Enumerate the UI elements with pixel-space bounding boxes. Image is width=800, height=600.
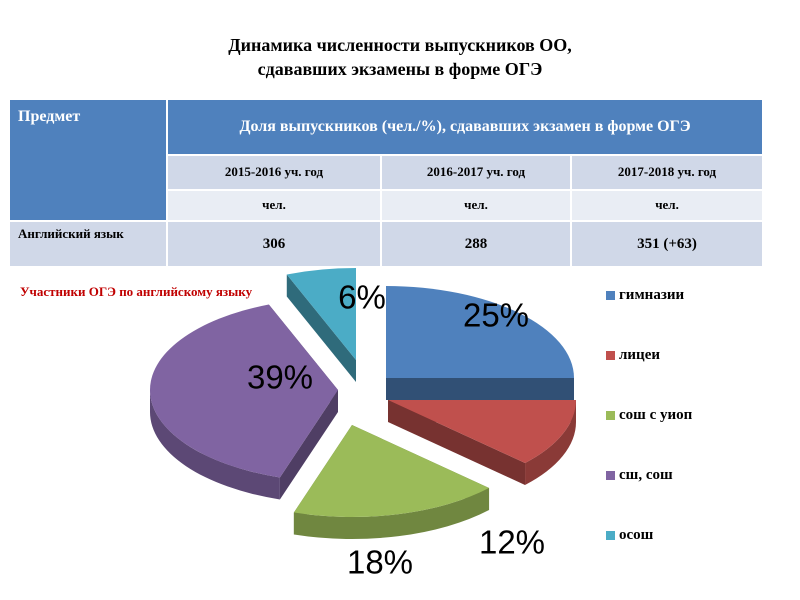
unit-cell-2: чел. xyxy=(380,188,572,223)
pie-slice-top-5 xyxy=(286,268,356,360)
pie-slice-top-1 xyxy=(386,286,574,378)
pie-slice-wall xyxy=(286,274,356,382)
legend-label: осош xyxy=(619,526,654,543)
subject-cell: Английский язык xyxy=(8,220,168,268)
page-title: Динамика численности выпускников ОО, сда… xyxy=(0,33,800,81)
legend-swatch xyxy=(606,530,615,540)
value-cell-1: 306 xyxy=(166,220,382,268)
unit-cell-3: чел. xyxy=(569,188,765,223)
legend-swatch xyxy=(606,290,615,300)
legend-swatch xyxy=(606,350,615,360)
page-title-line-1: Динамика численности выпускников ОО, xyxy=(228,35,572,55)
year-header-3: 2017-2018 уч. год xyxy=(569,153,765,191)
legend-label: сош с уиоп xyxy=(619,406,693,423)
data-label-5: 6% xyxy=(338,279,386,316)
data-label-4: 39% xyxy=(247,359,313,396)
share-header: Доля выпускников (чел./%), сдававших экз… xyxy=(165,98,765,156)
year-header-2: 2016-2017 уч. год xyxy=(380,153,572,191)
pie-slice-side xyxy=(525,400,576,485)
legend-label: лицеи xyxy=(619,346,661,363)
pie-slice-wall xyxy=(388,400,526,485)
pie-slice-top-4 xyxy=(150,304,338,478)
graduates-table: Предмет Доля выпускников (чел./%), сдава… xyxy=(8,98,765,268)
value-cell-3: 351 (+63) xyxy=(569,220,765,268)
legend-item: осош xyxy=(606,525,653,545)
subject-header: Предмет xyxy=(8,98,168,222)
data-label-1: 25% xyxy=(463,297,529,334)
legend-swatch xyxy=(606,410,615,420)
table-row: Английский язык 306 288 351 (+63) xyxy=(8,220,765,268)
legend-item: лицеи xyxy=(606,345,660,365)
legend-item: гимназии xyxy=(606,285,684,305)
legend-swatch xyxy=(606,470,615,480)
data-label-2: 12% xyxy=(479,524,545,561)
chart-title: Участники ОГЭ по английскому языку xyxy=(20,284,253,299)
pie-slice-wall xyxy=(386,378,574,400)
unit-cell-1: чел. xyxy=(166,188,382,223)
year-header-1: 2015-2016 уч. год xyxy=(166,153,382,191)
pie-slice-side xyxy=(150,390,280,500)
value-cell-2: 288 xyxy=(380,220,572,268)
data-label-3: 18% xyxy=(347,544,413,581)
pie-slice-5 xyxy=(286,274,356,382)
legend-item: сош с уиоп xyxy=(606,405,692,425)
pie-slice-side xyxy=(293,487,490,539)
pie-slice-top-2 xyxy=(388,400,576,463)
legend-label: сш, сош xyxy=(619,466,673,483)
pie-slice-top-3 xyxy=(293,425,490,517)
pie-slice-1 xyxy=(386,378,574,400)
legend-item: сш, сош xyxy=(606,465,673,485)
pie-slice-wall xyxy=(279,390,338,500)
legend-label: гимназии xyxy=(619,286,685,303)
page-title-line-2: сдававших экзамены в форме ОГЭ xyxy=(257,59,543,79)
